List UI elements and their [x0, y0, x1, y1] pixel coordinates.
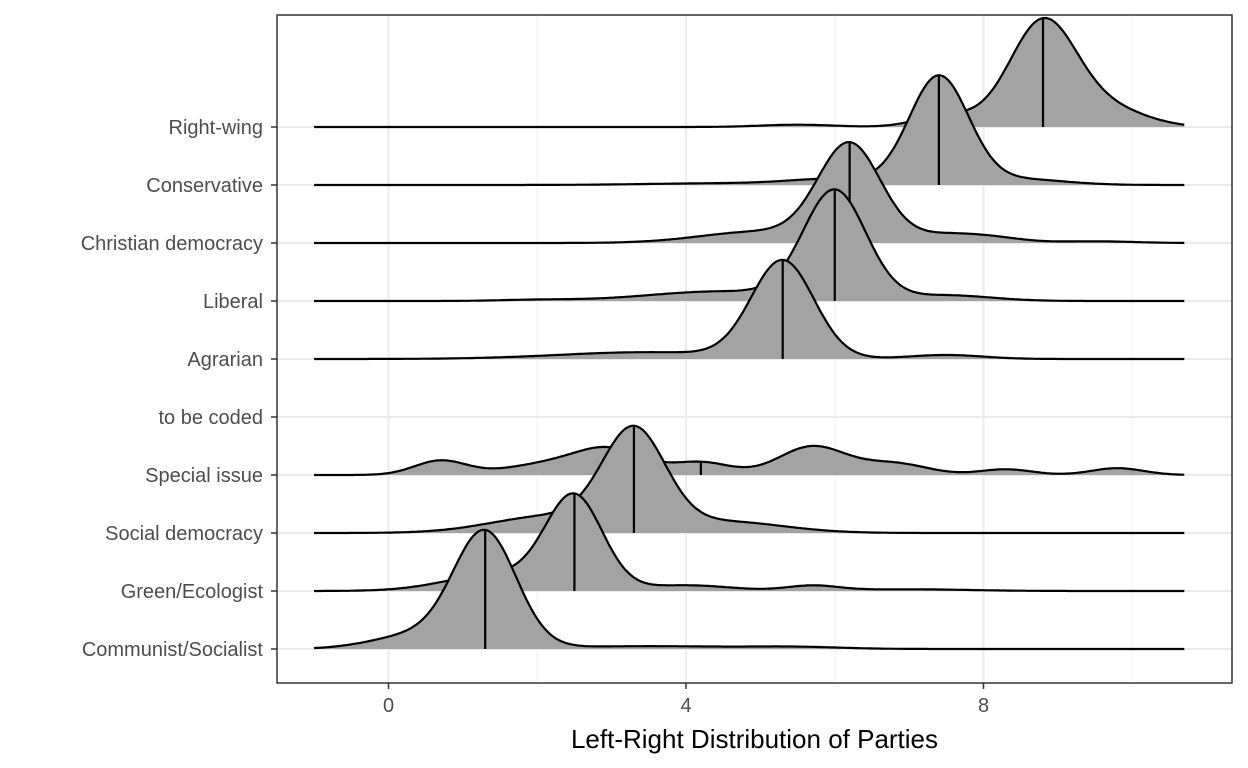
y-tick-label: Agrarian [187, 349, 263, 371]
ridge-outline [314, 74, 1185, 187]
ridge-social-democracy [314, 424, 1185, 535]
ridge-fill [314, 189, 1185, 301]
x-axis-title: Left-Right Distribution of Parties [571, 724, 938, 754]
ridge-fill [314, 259, 1185, 359]
ridge-outline [314, 141, 1185, 245]
y-tick-label: Liberal [203, 291, 263, 313]
ridge-outline [314, 424, 1185, 535]
ridge-outline [314, 188, 1185, 303]
y-tick-label: Special issue [145, 465, 263, 487]
ridge-agrarian [314, 258, 1185, 361]
ridge-fill [314, 142, 1185, 243]
ridge-conservative [314, 74, 1185, 187]
ridge-fill [314, 445, 1185, 475]
y-tick-label: Communist/Socialist [82, 639, 264, 661]
ridge-fill [314, 493, 1185, 591]
ridge-liberal [314, 188, 1185, 303]
y-tick-label: Christian democracy [81, 233, 263, 255]
y-tick-label: Green/Ecologist [121, 581, 264, 603]
x-tick-label: 8 [978, 695, 989, 717]
ridge-right-wing [314, 16, 1185, 129]
x-tick-label: 4 [680, 695, 691, 717]
ridge-fill [314, 425, 1185, 533]
ridge-outline [314, 258, 1185, 361]
ridge-communist-socialist [314, 528, 1185, 651]
x-tick-label: 0 [383, 695, 394, 717]
panel-border [276, 14, 1233, 684]
ridges [314, 16, 1185, 651]
ridge-outline [314, 492, 1185, 593]
y-tick-label: Conservative [146, 175, 263, 197]
ridge-special-issue [314, 444, 1185, 477]
ridge-fill [314, 75, 1185, 185]
y-tick-label: Right-wing [169, 117, 263, 139]
ridge-outline [314, 528, 1185, 651]
ridge-fill [314, 18, 1185, 127]
ridge-fill [314, 529, 1185, 649]
ridge-outline [314, 16, 1185, 129]
y-tick-label: Social democracy [105, 523, 263, 545]
ridge-green-ecologist [314, 492, 1185, 593]
y-tick-label: to be coded [158, 407, 263, 429]
y-axis: Communist/Socialist Green/Ecologist Social… [81, 117, 277, 661]
x-axis: 0 4 8 [383, 683, 989, 717]
ridge-outline [314, 444, 1185, 477]
ridge-christian-democracy [314, 141, 1185, 245]
